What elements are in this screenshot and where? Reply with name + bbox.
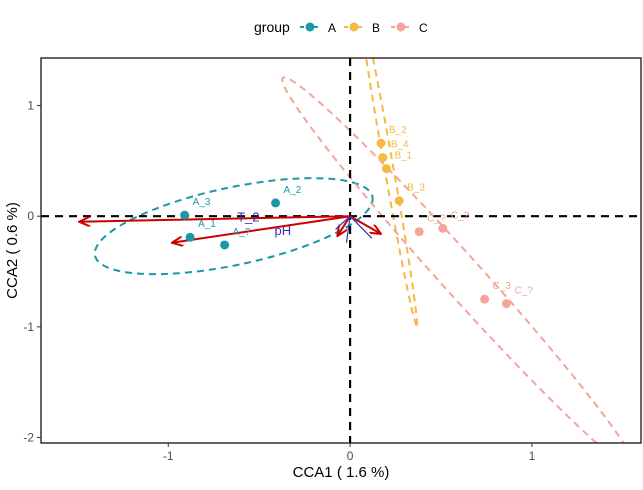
point-label-B-2: B_3: [407, 183, 425, 194]
point-label-C-0: C_?: [427, 214, 446, 225]
x-axis-title: CCA1 ( 1.6 %): [293, 464, 390, 481]
point-label-C-3: C_?: [514, 286, 533, 297]
point-label-B-0: B_1: [394, 151, 412, 162]
point-label-A-1: A_2: [284, 185, 302, 196]
legend-key-point: [396, 22, 406, 32]
point-C-2: [480, 294, 490, 304]
env-vector-4: [337, 215, 351, 236]
vector-label-0: T_2: [237, 210, 259, 225]
point-label-B-3: B_4: [391, 140, 409, 151]
minor-vector-1: [349, 215, 373, 239]
axes: -1 0 1 -2 -1 0 1 CCA1 ( 1.6 %) CCA2 ( 0.6 %): [4, 57, 642, 481]
confidence-ellipse-C: [281, 76, 638, 443]
point-B-1: [376, 138, 386, 148]
point-A-0: [185, 232, 195, 242]
point-label-C-1: C_?: [451, 210, 470, 221]
legend: group A B C: [254, 19, 428, 35]
env-vector-pH: [172, 215, 351, 243]
point-label-C-2: C_3: [493, 281, 512, 292]
point-label-A-3: A_?: [233, 227, 251, 238]
legend-key-point: [305, 22, 315, 32]
legend-item-A: A: [300, 21, 336, 35]
legend-label: C: [419, 21, 428, 35]
x-tick-label: -1: [163, 449, 174, 463]
x-tick-label: 1: [529, 449, 536, 463]
legend-title: group: [254, 19, 290, 35]
minor-vector-2: [345, 216, 351, 243]
y-axis-title: CCA2 ( 0.6 %): [4, 202, 21, 299]
point-B-2: [394, 196, 404, 206]
point-B-0: [381, 164, 391, 174]
legend-label: A: [328, 21, 336, 35]
point-C-3: [501, 299, 511, 309]
point-A-2: [180, 210, 190, 220]
confidence-ellipse-B: [358, 58, 419, 327]
x-tick-label: 0: [347, 449, 354, 463]
y-tick-label: 1: [27, 99, 34, 113]
y-tick-label: 0: [27, 209, 34, 223]
point-A-1: [271, 198, 281, 208]
point-B-3: [378, 153, 388, 163]
confidence-ellipse-A: [93, 177, 374, 276]
point-C-1: [438, 223, 448, 233]
point-C-0: [414, 227, 424, 237]
legend-item-B: B: [344, 21, 380, 35]
point-label-A-2: A_3: [193, 197, 211, 208]
y-tick-label: -2: [23, 430, 34, 444]
legend-item-C: C: [391, 21, 428, 35]
y-tick-label: -1: [23, 320, 34, 334]
point-label-A-0: A_1: [198, 219, 216, 230]
vector-label-1: pH: [275, 223, 292, 238]
legend-key-point: [349, 22, 359, 32]
point-A-3: [220, 240, 230, 250]
env-vector-0: [79, 215, 351, 222]
panel-border: [40, 57, 642, 444]
legend-label: B: [372, 21, 380, 35]
point-label-B-1: B_2: [389, 125, 407, 136]
env-vector-3: [349, 215, 381, 234]
minor-vector-0: [335, 215, 351, 230]
